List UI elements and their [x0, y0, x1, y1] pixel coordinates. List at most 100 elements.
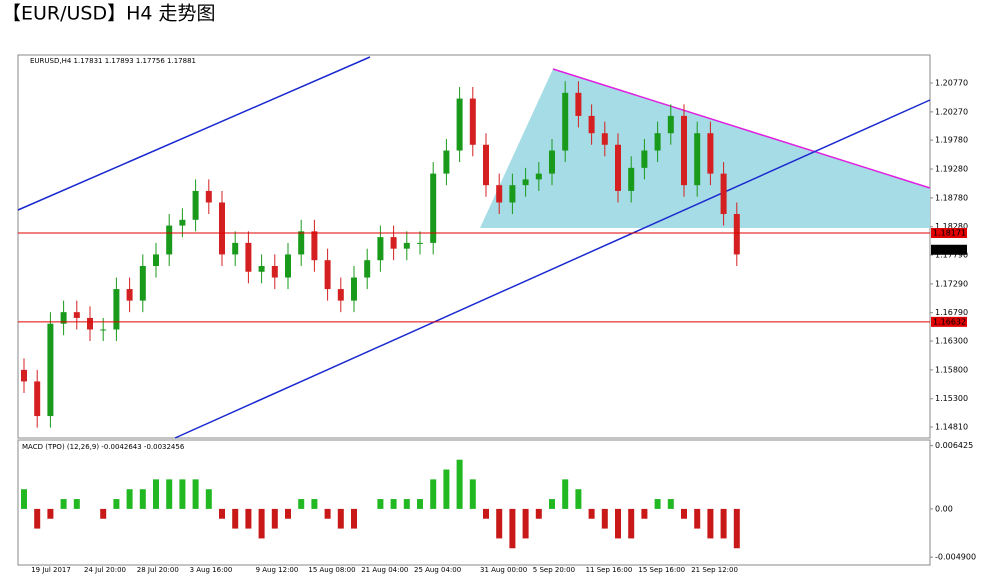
candle-body [575, 92, 582, 116]
histogram-bar [153, 479, 159, 509]
y-tick-label: 1.16790 [935, 308, 968, 317]
candle-body [298, 231, 305, 255]
candle-body [707, 133, 714, 174]
resistance-line [552, 68, 931, 189]
candle-body [615, 144, 621, 191]
histogram-bar [232, 508, 239, 529]
histogram-bar [522, 508, 529, 539]
candle-body [285, 254, 291, 278]
y-tick-label: 1.14810 [935, 423, 968, 432]
histogram-bar [377, 499, 384, 509]
x-tick-label: 21 Aug 04:00 [361, 566, 408, 574]
candle-body [588, 115, 595, 134]
candle-body [232, 242, 239, 255]
candle-body [377, 237, 384, 261]
x-tick-label: 31 Aug 00:00 [480, 566, 527, 574]
candle-body [509, 185, 516, 203]
candle-body [733, 214, 740, 255]
candle-body [21, 369, 27, 382]
candle-body [390, 237, 397, 249]
y-tick-label: -0.004900 [935, 553, 976, 562]
histogram-bar [417, 499, 423, 509]
candle-body [271, 265, 278, 278]
x-tick-label: 15 Aug 08:00 [308, 566, 355, 574]
histogram-bar [126, 489, 133, 509]
x-tick-label: 9 Aug 12:00 [256, 566, 299, 574]
histogram-bar [483, 508, 489, 519]
histogram-bar [443, 469, 450, 509]
candle-body [179, 219, 186, 226]
histogram-bar [351, 508, 357, 529]
histogram-bar [575, 489, 582, 509]
y-tick-label: 1.17290 [935, 279, 968, 288]
histogram-bar [205, 489, 212, 509]
histogram-bar [628, 508, 635, 539]
candle-body [47, 323, 54, 417]
histogram-bar [535, 508, 542, 519]
histogram-bar [601, 508, 608, 529]
histogram-bar [549, 499, 555, 509]
candle-body [324, 260, 331, 290]
y-tick-label: 1.16300 [935, 337, 968, 346]
candle-body [456, 98, 463, 151]
histogram-bar [456, 459, 463, 509]
symbol-info: EURUSD,H4 1.17831 1.17893 1.17756 1.1788… [30, 57, 196, 65]
candle-body [153, 254, 159, 266]
level-tag [931, 228, 967, 239]
candle-body [87, 317, 93, 330]
histogram-bar [34, 508, 41, 529]
histogram-bar [469, 479, 476, 509]
candle-body [403, 242, 410, 249]
histogram-bar [139, 489, 146, 509]
candle-body [351, 277, 357, 301]
histogram-bar [271, 508, 278, 529]
macd-info: MACD (TPO) (12,26,9) -0.0042643 -0.00324… [22, 443, 185, 451]
histogram-bar [588, 508, 595, 519]
histogram-bar [403, 499, 410, 509]
candle-body [667, 115, 674, 134]
histogram-bar [258, 508, 265, 539]
y-tick-label: 1.15800 [935, 365, 968, 374]
candle-body [100, 329, 107, 331]
histogram-bar [430, 479, 437, 509]
candle-body [443, 150, 450, 174]
histogram-bar [641, 508, 648, 519]
histogram-bar [60, 499, 67, 509]
candle-body [192, 190, 199, 220]
x-tick-label: 5 Sep 20:00 [533, 566, 575, 574]
x-tick-label: 15 Sep 16:00 [638, 566, 685, 574]
x-tick-label: 11 Sep 16:00 [586, 566, 633, 574]
histogram-bar [73, 499, 80, 509]
y-tick-label: 1.18280 [935, 222, 968, 231]
x-tick-label: 3 Aug 16:00 [190, 566, 233, 574]
candle-body [166, 225, 173, 255]
candle-body [694, 133, 701, 186]
histogram-bar [694, 508, 701, 529]
candle-body [641, 150, 648, 168]
x-tick-label: 28 Jul 20:00 [137, 566, 179, 574]
candle-body [139, 265, 146, 301]
x-tick-label: 21 Sep 12:00 [691, 566, 738, 574]
candle-body [73, 312, 80, 318]
x-tick-label: 25 Aug 04:00 [414, 566, 461, 574]
histogram-bar [654, 499, 661, 509]
level-tag [931, 316, 967, 327]
histogram-bar [324, 508, 331, 519]
histogram-bar [509, 508, 516, 549]
x-tick-label: 19 Jul 2017 [31, 566, 71, 574]
y-tick-label: 1.20770 [935, 78, 968, 87]
histogram-bar [496, 508, 503, 539]
histogram-bar [192, 479, 199, 509]
channel-line [17, 56, 371, 211]
histogram-bar [390, 499, 397, 509]
y-tick-label: 1.19780 [935, 136, 968, 145]
candle-body [562, 92, 569, 151]
channel-line [174, 99, 931, 439]
candle-body [720, 173, 727, 215]
candle-body [496, 185, 503, 203]
histogram-bar [179, 479, 186, 509]
candle-body [483, 144, 489, 186]
y-tick-label: 1.18780 [935, 193, 968, 202]
candle-body [34, 381, 41, 417]
